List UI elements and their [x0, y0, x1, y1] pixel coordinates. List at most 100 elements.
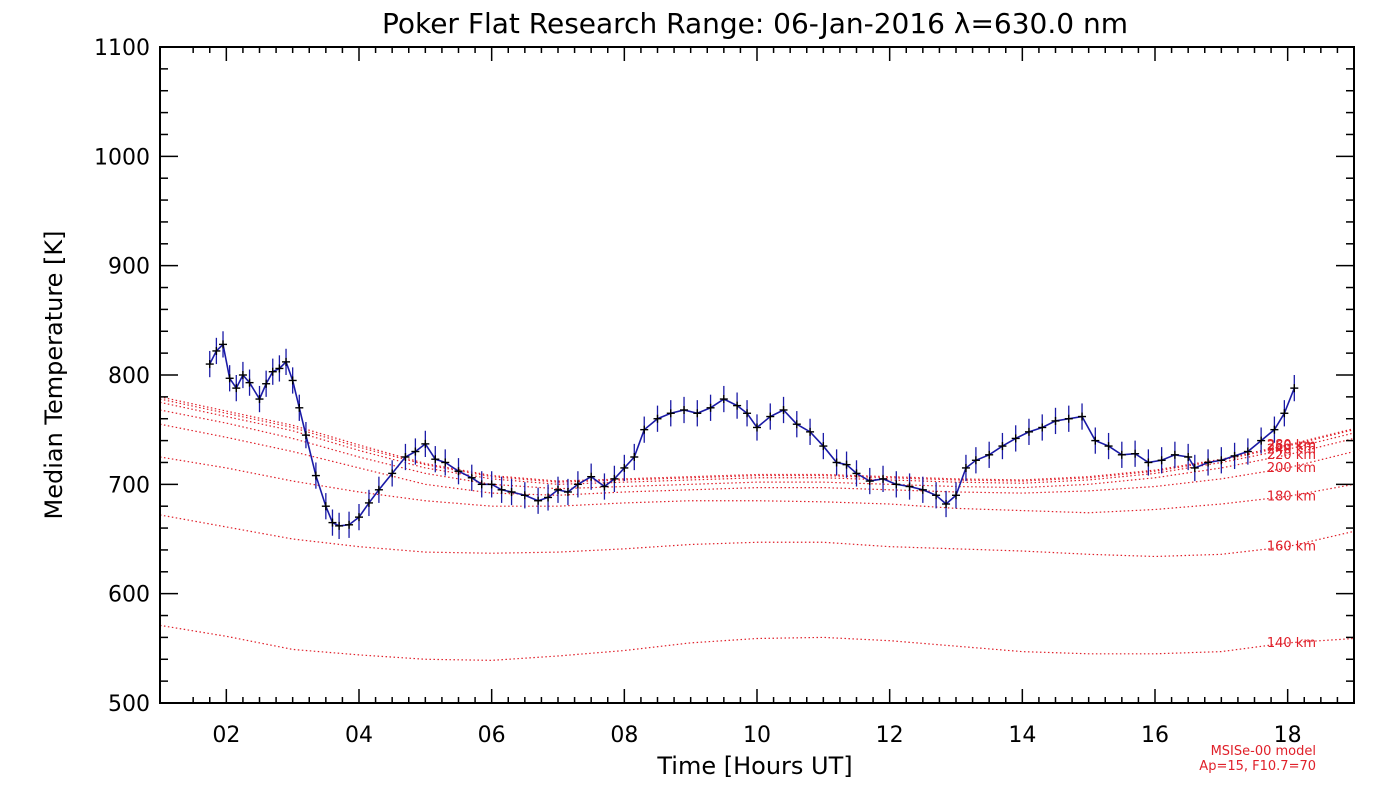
data-point: [1243, 447, 1252, 456]
data-point: [205, 360, 214, 369]
data-point: [792, 420, 801, 429]
model-curve-label: 200 km: [1267, 461, 1316, 476]
data-point: [1290, 384, 1299, 393]
data-point: [879, 474, 888, 483]
data-point: [282, 357, 291, 366]
data-point: [335, 521, 344, 530]
data-point: [961, 463, 970, 472]
data-point: [328, 518, 337, 527]
data-point: [1011, 434, 1020, 443]
chart-title: Poker Flat Research Range: 06-Jan-2016 λ…: [382, 7, 1128, 40]
data-point: [587, 472, 596, 481]
model-curve-140km: [159, 624, 1355, 661]
data-point: [1170, 450, 1179, 459]
data-point: [1024, 427, 1033, 436]
data-point: [892, 480, 901, 489]
data-point: [534, 496, 543, 505]
data-point: [680, 405, 689, 414]
model-curve-label: 180 km: [1267, 489, 1316, 504]
x-tick-label: 08: [610, 723, 638, 748]
data-point: [1157, 456, 1166, 465]
model-curve-240km: [159, 401, 1355, 485]
data-point: [1270, 425, 1279, 434]
y-tick-label: 1000: [94, 145, 150, 170]
model-note-line-1: MSISe-00 model: [1211, 744, 1316, 759]
data-point: [998, 442, 1007, 451]
x-tick-label: 12: [876, 723, 904, 748]
data-point: [1230, 451, 1239, 460]
model-curve-200km: [159, 423, 1355, 496]
data-point: [719, 395, 728, 404]
data-point: [666, 409, 675, 418]
data-point: [985, 450, 994, 459]
model-curve-label: 240 km: [1267, 442, 1316, 457]
data-point: [364, 498, 373, 507]
data-point: [454, 467, 463, 476]
x-tick-label: 18: [1274, 723, 1302, 748]
data-point: [1064, 414, 1073, 423]
data-point: [255, 395, 264, 404]
x-axis-label: Time [Hours UT]: [656, 752, 852, 780]
data-point: [1038, 423, 1047, 432]
model-curve-260km: [159, 398, 1355, 483]
data-point: [832, 458, 841, 467]
data-point: [779, 405, 788, 414]
data-point: [1117, 450, 1126, 459]
data-point: [743, 409, 752, 418]
data-point: [640, 425, 649, 434]
data-point: [268, 367, 277, 376]
data-point: [295, 403, 304, 412]
data-point: [1257, 436, 1266, 445]
data-point: [1204, 458, 1213, 467]
data-point: [1051, 416, 1060, 425]
x-tick-label: 06: [478, 723, 506, 748]
data-point: [952, 491, 960, 500]
x-tick-label: 16: [1141, 723, 1169, 748]
data-point: [971, 456, 980, 465]
data-point: [467, 473, 476, 482]
y-axis-label: Median Temperature [K]: [40, 230, 68, 519]
data-point: [487, 480, 496, 489]
data-point: [819, 442, 828, 451]
y-tick-label: 700: [108, 473, 150, 498]
data-point: [852, 469, 861, 478]
data-point: [388, 469, 397, 478]
data-point: [573, 480, 582, 489]
y-tick-label: 600: [108, 583, 150, 608]
data-point: [1078, 412, 1087, 421]
data-point: [865, 477, 874, 486]
data-point: [610, 474, 619, 483]
data-point: [1131, 449, 1140, 458]
data-point: [238, 371, 247, 379]
y-tick-label: 500: [108, 692, 150, 717]
x-tick-label: 04: [345, 723, 373, 748]
data-point: [219, 340, 228, 349]
model-curve-label: 260 km: [1267, 439, 1316, 454]
data-point: [345, 520, 354, 529]
data-point: [374, 485, 383, 494]
data-point: [554, 485, 562, 494]
y-tick-label: 900: [108, 255, 150, 280]
data-point: [918, 485, 927, 494]
data-point: [311, 471, 320, 480]
data-point: [245, 378, 254, 387]
data-point: [693, 409, 702, 418]
data-point: [806, 427, 815, 436]
data-point: [630, 453, 639, 461]
plot-frame: [159, 46, 1355, 704]
series-line-0: [209, 342, 1296, 527]
data-point: [507, 487, 516, 496]
data-point: [431, 455, 440, 464]
data-point: [262, 379, 271, 388]
data-point: [232, 384, 241, 393]
model-curve-160km: [159, 514, 1355, 558]
data-point: [497, 485, 506, 494]
data-point: [1217, 456, 1226, 465]
data-point: [520, 491, 529, 500]
data-point: [600, 482, 609, 491]
model-curve-label: 160 km: [1267, 540, 1316, 555]
axis-ticks: [160, 46, 1354, 704]
data-point: [288, 376, 297, 385]
